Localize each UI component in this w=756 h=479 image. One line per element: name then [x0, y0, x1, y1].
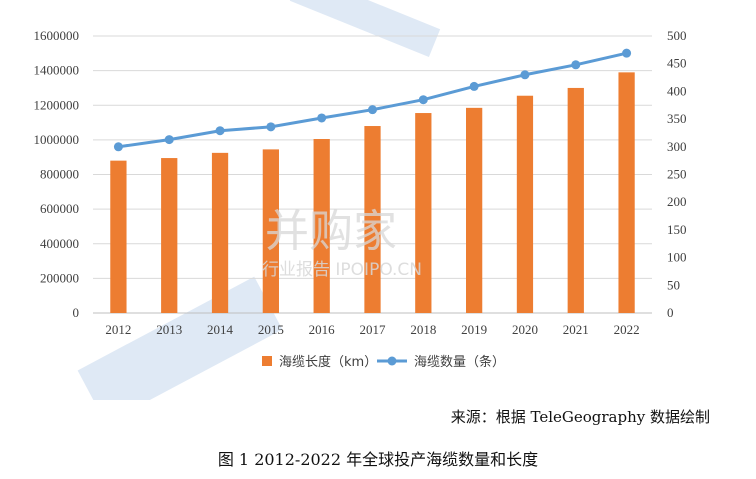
- y-left-tick-label: 600000: [40, 201, 79, 216]
- source-note: 来源：根据 TeleGeography 数据绘制: [450, 408, 710, 426]
- y-right-tick-label: 0: [667, 305, 674, 320]
- bar: [262, 149, 279, 313]
- y-left-tick-label: 0: [73, 305, 80, 320]
- legend-swatch-marker: [387, 356, 397, 366]
- x-tick-label: 2016: [309, 322, 336, 337]
- line-point: [418, 95, 428, 105]
- watermark-band-top: [289, 0, 441, 58]
- line-point: [520, 70, 530, 80]
- line-series: [113, 48, 632, 152]
- line-point: [469, 81, 479, 91]
- x-tick-label: 2020: [512, 322, 538, 337]
- y-axis-right: 0 50 100 150 200 250 300 350 400 450 500: [667, 28, 687, 320]
- y-left-tick-label: 1400000: [34, 63, 80, 78]
- bar: [211, 152, 229, 313]
- line-point: [317, 113, 327, 123]
- line-point: [368, 105, 377, 115]
- y-axis-left: 0 200000 400000 600000 800000 1000000 1200000 1…: [34, 28, 80, 320]
- legend-label-line: 海缆数量（条）: [414, 354, 505, 370]
- bar: [161, 158, 178, 313]
- watermark-sub-text: 行业报告 IPOIPO.CN: [262, 260, 422, 280]
- y-right-tick-label: 50: [667, 277, 680, 292]
- x-tick-label: 2014: [207, 322, 234, 337]
- y-left-tick-label: 400000: [40, 236, 79, 251]
- bar: [466, 107, 483, 313]
- line-point: [266, 122, 276, 132]
- legend-label-bar: 海缆长度（km）: [279, 354, 377, 370]
- line-point: [215, 126, 225, 136]
- line-point: [571, 60, 581, 70]
- bar: [567, 87, 584, 313]
- x-tick-label: 2012: [105, 322, 131, 337]
- y-right-tick-label: 150: [667, 222, 687, 237]
- bar: [313, 139, 330, 313]
- bar: [516, 95, 534, 314]
- x-tick-label: 2013: [156, 322, 182, 337]
- y-right-tick-label: 200: [667, 194, 687, 209]
- figure-caption: 图 1 2012-2022 年全球投产海缆数量和长度: [217, 450, 539, 469]
- bar: [364, 126, 381, 314]
- x-tick-label: 2015: [258, 322, 284, 337]
- y-right-tick-label: 250: [667, 167, 687, 182]
- y-left-tick-label: 200000: [40, 270, 79, 285]
- watermark-text: 并购家 行业报告 IPOIPO.CN: [262, 206, 422, 280]
- line-point: [164, 135, 174, 145]
- legend: 海缆长度（km） 海缆数量（条）: [262, 354, 505, 370]
- x-axis: 2012 2013 2014 2015 2016 2017 2018 2019 2020 2021…: [105, 322, 639, 337]
- bar-series: [110, 72, 635, 314]
- legend-swatch-bar: [262, 356, 272, 366]
- watermark-main-text: 并购家: [265, 206, 397, 257]
- bar: [415, 113, 432, 314]
- y-right-tick-label: 100: [667, 250, 687, 265]
- y-right-tick-label: 300: [667, 139, 687, 154]
- line-point: [113, 142, 123, 152]
- x-tick-label: 2022: [614, 322, 640, 337]
- line-point: [622, 48, 632, 58]
- x-tick-label: 2019: [461, 322, 487, 337]
- watermark: [77, 0, 441, 400]
- y-left-tick-label: 1000000: [34, 132, 80, 147]
- chart: 0 200000 400000 600000 800000 1000000 1200000 1…: [34, 0, 687, 400]
- y-left-tick-label: 1600000: [34, 28, 80, 43]
- y-right-tick-label: 350: [667, 111, 687, 126]
- y-right-tick-label: 450: [667, 56, 687, 71]
- bar: [110, 160, 127, 313]
- y-right-tick-label: 400: [667, 83, 687, 98]
- y-right-tick-label: 500: [667, 28, 687, 43]
- bar: [618, 72, 635, 313]
- watermark-band-bottom: [77, 276, 283, 400]
- y-left-tick-label: 1200000: [34, 97, 80, 112]
- x-tick-label: 2021: [563, 322, 589, 337]
- x-tick-label: 2018: [410, 322, 436, 337]
- x-tick-label: 2017: [360, 322, 387, 337]
- y-left-tick-label: 800000: [40, 167, 79, 182]
